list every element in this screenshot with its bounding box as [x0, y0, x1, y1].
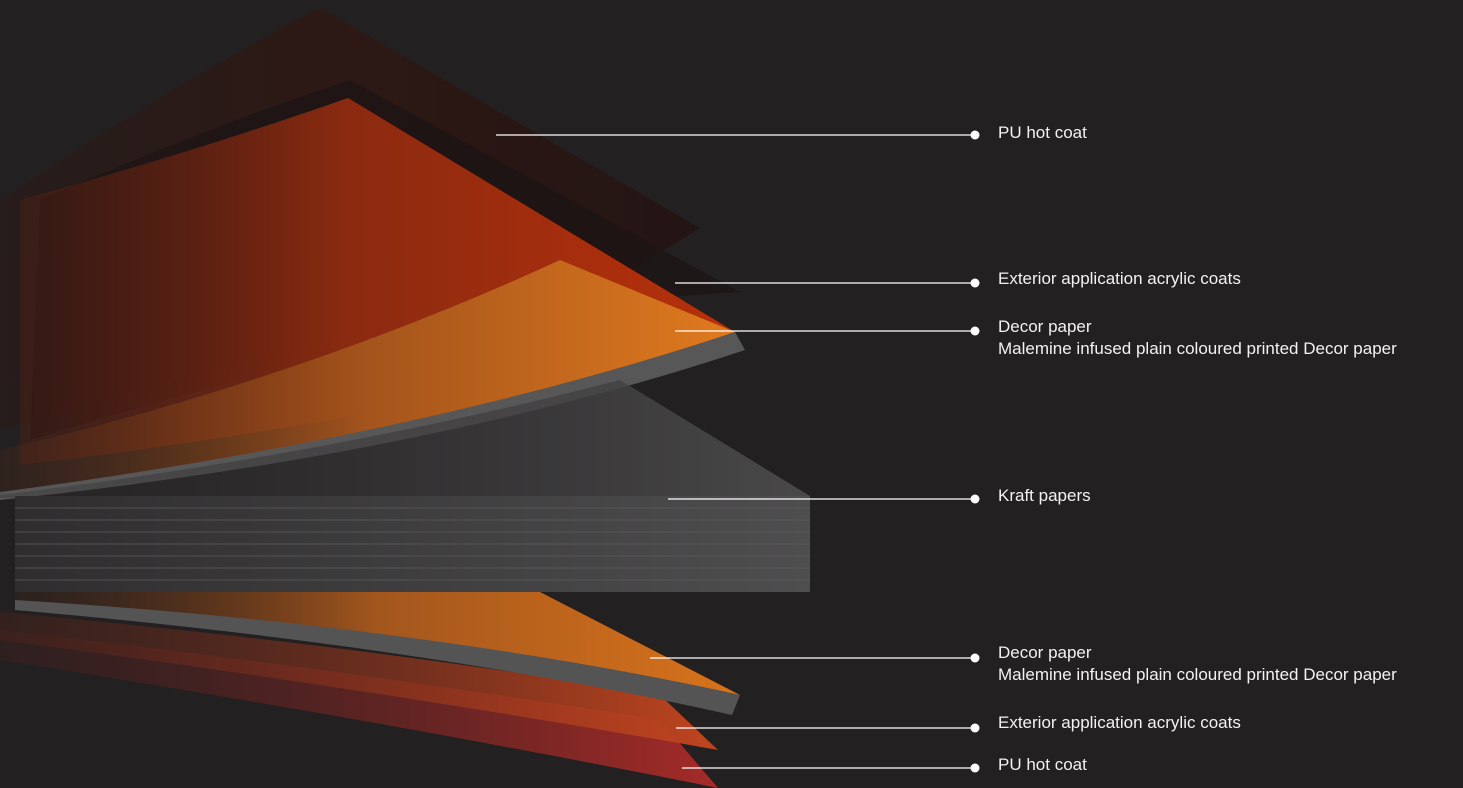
decor-paper-top-edge: [0, 332, 745, 500]
callout-subtitle: Malemine infused plain coloured printed …: [998, 339, 1397, 358]
leader-line-acrylic-bottom: [676, 723, 980, 733]
leader-line-decor-bottom: [650, 653, 980, 663]
callout-decor-paper-bottom: Decor paper Malemine infused plain colou…: [998, 642, 1397, 686]
callout-title: Decor paper: [998, 643, 1092, 662]
decor-paper-top-layer: [0, 260, 735, 495]
acrylic-coats-bottom-layer: [0, 612, 718, 750]
leader-line-pu-hot-coat-bottom: [682, 763, 980, 773]
callout-title: Exterior application acrylic coats: [998, 269, 1241, 288]
callout-decor-paper-top: Decor paper Malemine infused plain colou…: [998, 316, 1397, 360]
callout-subtitle: Malemine infused plain coloured printed …: [998, 665, 1397, 684]
callout-title: PU hot coat: [998, 755, 1087, 774]
callout-acrylic-top: Exterior application acrylic coats: [998, 268, 1241, 290]
leader-line-acrylic-top: [675, 278, 980, 288]
callout-pu-hot-coat-top: PU hot coat: [998, 122, 1087, 144]
pu-hot-coat-bottom-layer: [0, 630, 718, 788]
callout-title: Exterior application acrylic coats: [998, 713, 1241, 732]
callout-acrylic-bottom: Exterior application acrylic coats: [998, 712, 1241, 734]
leader-line-decor-top: [675, 326, 980, 336]
callout-kraft-papers: Kraft papers: [998, 485, 1091, 507]
callout-pu-hot-coat-bottom: PU hot coat: [998, 754, 1087, 776]
callout-title: Decor paper: [998, 317, 1092, 336]
kraft-papers-stack: [15, 496, 810, 592]
callout-title: Kraft papers: [998, 486, 1091, 505]
decor-paper-bottom-layer: [15, 592, 740, 695]
callout-title: PU hot coat: [998, 123, 1087, 142]
leader-line-kraft: [668, 494, 980, 504]
kraft-papers-top-face: [0, 380, 810, 498]
decor-paper-bottom-edge: [15, 600, 740, 715]
leader-line-pu-hot-coat-top: [496, 130, 980, 140]
